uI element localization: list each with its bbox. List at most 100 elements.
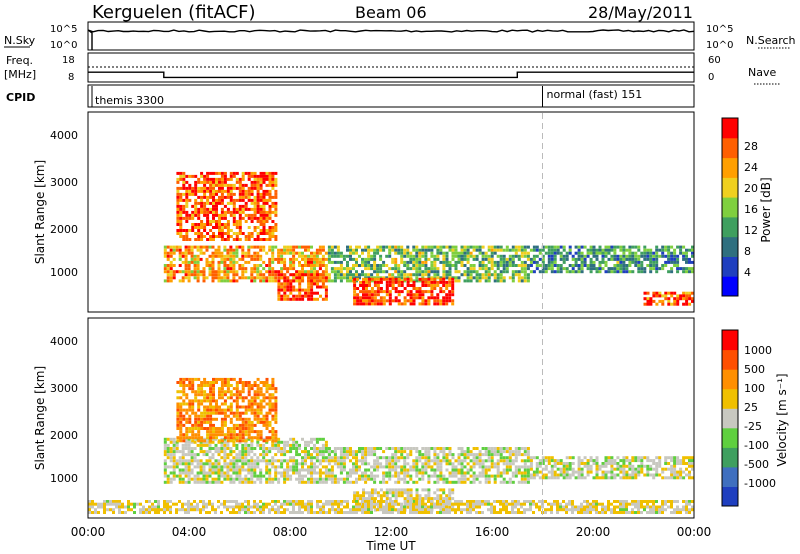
heatmap-cell-5 xyxy=(577,251,581,255)
heatmap-cell-1 xyxy=(218,213,221,217)
heatmap-cell-5 xyxy=(121,511,124,514)
heatmap-cell-0 xyxy=(232,480,236,484)
heatmap-cell-4 xyxy=(541,459,545,463)
heatmap-cell-5 xyxy=(256,502,259,506)
heatmap-cell-1 xyxy=(197,207,201,211)
heatmap-cell-0 xyxy=(247,462,251,466)
heatmap-cell-1 xyxy=(206,238,210,241)
heatmap-cell-4 xyxy=(373,293,377,297)
heatmap-cell-0 xyxy=(214,437,218,441)
heatmap-cell-0 xyxy=(247,254,251,258)
heatmap-cell-2 xyxy=(436,480,440,484)
power-ytick-2000: 2000 xyxy=(50,223,78,236)
heatmap-cell-0 xyxy=(199,471,203,475)
heatmap-cell-1 xyxy=(247,232,251,235)
heatmap-cell-4 xyxy=(679,473,683,477)
heatmap-cell-1 xyxy=(191,384,195,387)
heatmap-cell-2 xyxy=(502,456,506,460)
heatmap-cell-3 xyxy=(439,502,443,506)
heatmap-cell-5 xyxy=(268,508,271,512)
heatmap-cell-1 xyxy=(265,381,269,384)
heatmap-cell-5 xyxy=(139,508,142,512)
heatmap-cell-5 xyxy=(610,257,614,261)
heatmap-cell-1 xyxy=(241,171,245,175)
heatmap-cell-1 xyxy=(220,377,224,381)
heatmap-cell-5 xyxy=(205,511,208,514)
heatmap-cell-2 xyxy=(451,468,455,472)
heatmap-cell-0 xyxy=(321,453,325,457)
heatmap-cell-5 xyxy=(643,270,647,274)
heatmap-cell-1 xyxy=(220,210,224,214)
heatmap-cell-4 xyxy=(622,470,626,474)
heatmap-cell-0 xyxy=(187,447,191,450)
power-cbar-swatch xyxy=(722,197,738,218)
heatmap-cell-2 xyxy=(400,450,404,454)
heatmap-cell-5 xyxy=(286,502,289,506)
heatmap-cell-4 xyxy=(592,459,596,463)
heatmap-cell-0 xyxy=(324,251,328,255)
heatmap-cell-1 xyxy=(197,229,201,232)
heatmap-cell-3 xyxy=(472,254,476,258)
heatmap-cell-0 xyxy=(321,477,325,481)
heatmap-cell-6 xyxy=(676,302,680,306)
heatmap-cell-5 xyxy=(103,502,106,506)
heatmap-cell-6 xyxy=(664,294,668,298)
heatmap-cell-0 xyxy=(307,248,310,252)
heatmap-cell-0 xyxy=(202,468,206,472)
heatmap-cell-0 xyxy=(277,465,281,469)
heatmap-cell-0 xyxy=(220,450,224,454)
heatmap-cell-3 xyxy=(394,260,398,264)
heatmap-cell-2 xyxy=(442,480,446,484)
heatmap-cell-3 xyxy=(475,257,479,261)
heatmap-cell-3 xyxy=(421,260,425,264)
heatmap-cell-5 xyxy=(583,254,587,258)
heatmap-cell-5 xyxy=(655,248,659,252)
heatmap-cell-1 xyxy=(232,192,236,196)
heatmap-cell-4 xyxy=(577,462,581,465)
heatmap-cell-2 xyxy=(373,453,377,457)
heatmap-cell-3 xyxy=(397,251,401,255)
heatmap-cell-4 xyxy=(544,476,548,480)
heatmap-cell-4 xyxy=(362,284,365,287)
heatmap-cell-5 xyxy=(589,257,593,261)
heatmap-cell-4 xyxy=(655,456,659,460)
heatmap-cell-1 xyxy=(262,192,266,196)
heatmap-cell-5 xyxy=(391,500,394,503)
heatmap-cell-0 xyxy=(265,270,269,274)
heatmap-cell-1 xyxy=(235,207,239,211)
heatmap-cell-3 xyxy=(430,497,434,501)
heatmap-cell-3 xyxy=(436,488,440,492)
heatmap-cell-1 xyxy=(253,417,257,421)
heatmap-cell-0 xyxy=(199,257,203,261)
heatmap-cell-0 xyxy=(324,459,328,463)
heatmap-cell-0 xyxy=(321,245,325,249)
heatmap-cell-4 xyxy=(622,456,626,460)
heatmap-cell-2 xyxy=(490,447,494,450)
heatmap-cell-1 xyxy=(253,436,257,440)
heatmap-cell-3 xyxy=(418,251,422,255)
heatmap-cell-1 xyxy=(229,377,233,381)
heatmap-cell-4 xyxy=(379,302,383,306)
heatmap-cell-5 xyxy=(304,508,307,512)
heatmap-cell-1 xyxy=(238,377,242,381)
heatmap-cell-4 xyxy=(640,464,644,468)
heatmap-cell-0 xyxy=(172,462,176,466)
heatmap-cell-0 xyxy=(199,447,203,450)
heatmap-cell-2 xyxy=(358,477,361,481)
heatmap-cell-0 xyxy=(196,477,200,481)
heatmap-cell-4 xyxy=(433,277,437,281)
heatmap-cell-1 xyxy=(191,229,195,232)
heatmap-cell-1 xyxy=(268,210,272,214)
heatmap-cell-1 xyxy=(259,180,263,184)
heatmap-cell-3 xyxy=(400,488,404,492)
heatmap-cell-0 xyxy=(211,264,215,267)
heatmap-cell-4 xyxy=(356,299,360,303)
heatmap-cell-3 xyxy=(330,248,334,252)
heatmap-cell-2 xyxy=(352,456,355,460)
heatmap-cell-6 xyxy=(673,291,677,295)
heatmap-cell-2 xyxy=(451,480,455,484)
heatmap-cell-1 xyxy=(226,436,230,440)
heatmap-cell-0 xyxy=(172,276,176,280)
heatmap-cell-0 xyxy=(315,477,319,481)
heatmap-cell-2 xyxy=(349,468,352,472)
